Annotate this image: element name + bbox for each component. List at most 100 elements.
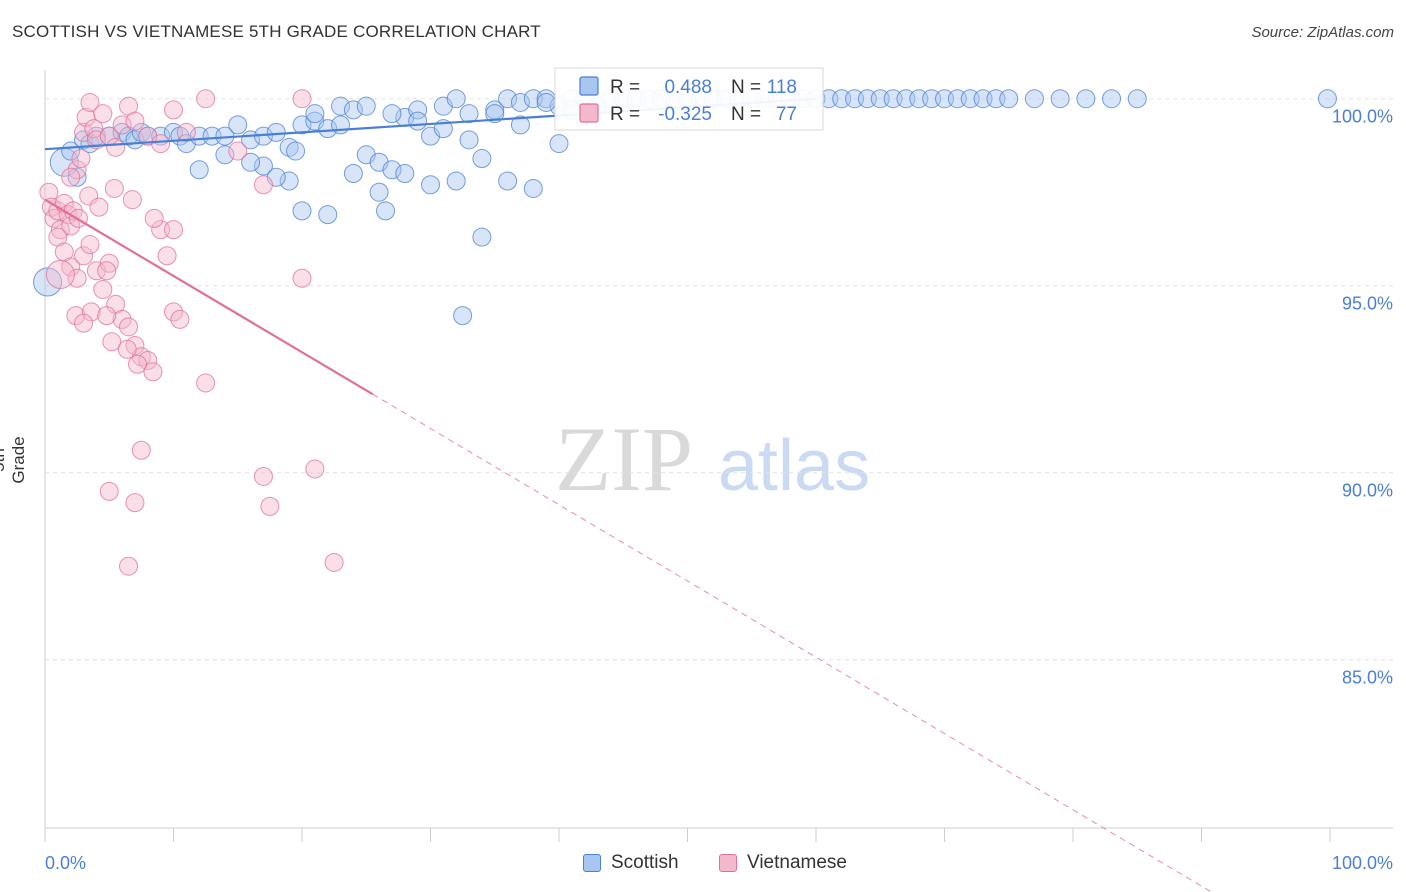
scottish-point-39 — [472, 149, 492, 169]
scottish-point-5 — [80, 134, 100, 154]
scottish-point-95 — [446, 171, 466, 191]
scottish-point-25 — [292, 115, 312, 135]
legend-n-label-0: N = — [731, 77, 761, 98]
vietnamese-point-57 — [125, 493, 145, 513]
scottish-point-88 — [279, 171, 299, 191]
series-vietnamese — [39, 89, 344, 576]
scottish-point-29 — [343, 100, 363, 120]
y-tick-label-85: 85.0% — [1342, 668, 1393, 688]
scottish-point-24 — [279, 137, 299, 157]
scottish-point-84 — [1102, 89, 1122, 109]
scottish-point-117 — [376, 201, 396, 221]
scottish-point-85 — [1127, 89, 1147, 109]
vietnamese-point-38 — [99, 253, 119, 273]
y-tick-label-100: 100.0% — [1332, 107, 1393, 127]
scottish-point-90 — [318, 205, 338, 225]
vietnamese-point-65 — [324, 552, 344, 572]
vietnamese-point-72 — [104, 178, 124, 198]
vietnamese-point-67 — [119, 556, 139, 576]
legend-n-label-1: N = — [731, 104, 761, 125]
vietnamese-point-14 — [84, 119, 104, 139]
bottom-legend-label-scottish: Scottish — [611, 852, 679, 873]
vietnamese-point-41 — [119, 317, 139, 337]
vietnamese-point-16 — [93, 104, 113, 124]
vietnamese-point-21 — [125, 111, 145, 131]
y-tick-label-95: 95.0% — [1342, 294, 1393, 314]
vietnamese-point-54 — [143, 362, 163, 382]
vietnamese-point-49 — [81, 302, 101, 322]
vietnamese-point-7 — [61, 216, 81, 236]
vietnamese-point-37 — [93, 279, 113, 299]
x-tick-label-min: 0.0% — [45, 853, 86, 873]
vietnamese-point-18 — [106, 137, 126, 157]
vietnamese-point-26 — [196, 89, 216, 109]
scottish-point-109 — [408, 111, 428, 131]
scottish-point-3 — [67, 167, 87, 187]
y-tick-label-90: 90.0% — [1342, 481, 1393, 501]
legend-n-value-1: 77 — [776, 104, 797, 125]
axes — [44, 70, 1393, 842]
legend-swatch-0 — [579, 76, 599, 96]
legend-swatch-1 — [579, 103, 599, 123]
grid — [45, 98, 1393, 661]
scottish-point-104 — [286, 141, 306, 161]
watermark: ZIP atlas — [555, 408, 870, 510]
vietnamese-point-10 — [71, 149, 91, 169]
scottish-point-41 — [498, 89, 518, 109]
scottish-point-11 — [131, 122, 151, 142]
legend-r-value-0: 0.488 — [664, 77, 712, 98]
x-tick-label-max: 100.0% — [1332, 853, 1393, 873]
vietnamese-point-15 — [86, 130, 106, 150]
vietnamese-point-3 — [48, 201, 68, 221]
scottish-point-38 — [459, 104, 479, 124]
vietnamese-point-9 — [67, 160, 87, 180]
scottish-point-107 — [356, 96, 376, 116]
bottom-legend-item-scottish: Scottish — [583, 852, 679, 874]
scottish-point-96 — [472, 227, 492, 247]
vietnamese-point-52 — [117, 339, 137, 359]
scottish-point-27 — [318, 119, 338, 139]
scottish-point-23 — [266, 122, 286, 142]
legend-n-value-0: 118 — [767, 77, 797, 98]
scottish-point-108 — [382, 104, 402, 124]
scottish-point-87 — [253, 156, 273, 176]
legend-box — [554, 67, 824, 131]
scottish-point-98 — [523, 178, 543, 198]
vietnamese-point-33 — [67, 268, 87, 288]
scottish-point-89 — [292, 201, 312, 221]
vietnamese-point-74 — [144, 208, 164, 228]
vietnamese-point-1 — [41, 197, 61, 217]
scottish-point-111 — [459, 130, 479, 150]
scottish-point-102 — [241, 152, 261, 172]
scottish-point-83 — [1076, 89, 1096, 109]
vietnamese-point-62 — [253, 466, 273, 486]
vietnamese-point-75 — [157, 246, 177, 266]
scottish-point-37 — [446, 89, 466, 109]
scottish-point-105 — [305, 104, 325, 124]
tick-labels: 85.0% 90.0% 95.0% 100.0% 0.0% 100.0% — [45, 107, 1393, 873]
vietnamese-point-53 — [128, 354, 148, 374]
vietnamese-point-25 — [176, 122, 196, 142]
vietnamese-point-35 — [80, 235, 100, 255]
vietnamese-point-32 — [61, 257, 81, 277]
vietnamese-point-58 — [131, 440, 151, 460]
scottish-point-118 — [453, 306, 473, 326]
vietnamese-point-56 — [99, 481, 119, 501]
scottish-point-34 — [408, 100, 428, 120]
vietnamese-point-23 — [151, 134, 171, 154]
vietnamese-point-66 — [292, 268, 312, 288]
legend-r-label-0: R = — [610, 77, 640, 98]
vietnamese-point-13 — [80, 92, 100, 112]
scottish-point-80 — [999, 89, 1019, 109]
vietnamese-point-4 — [50, 220, 70, 240]
scottish-point-113 — [510, 115, 530, 135]
scottish-point-92 — [369, 182, 389, 202]
vietnamese-point-28 — [253, 175, 273, 195]
scottish-point-82 — [1050, 89, 1070, 109]
scottish-point-93 — [395, 164, 415, 183]
bottom-legend-label-vietnamese: Vietnamese — [747, 852, 847, 873]
vietnamese-point-76 — [97, 261, 117, 281]
vietnamese-point-64 — [305, 459, 325, 479]
vietnamese-point-27 — [228, 141, 248, 161]
vietnamese-point-50 — [97, 306, 117, 326]
